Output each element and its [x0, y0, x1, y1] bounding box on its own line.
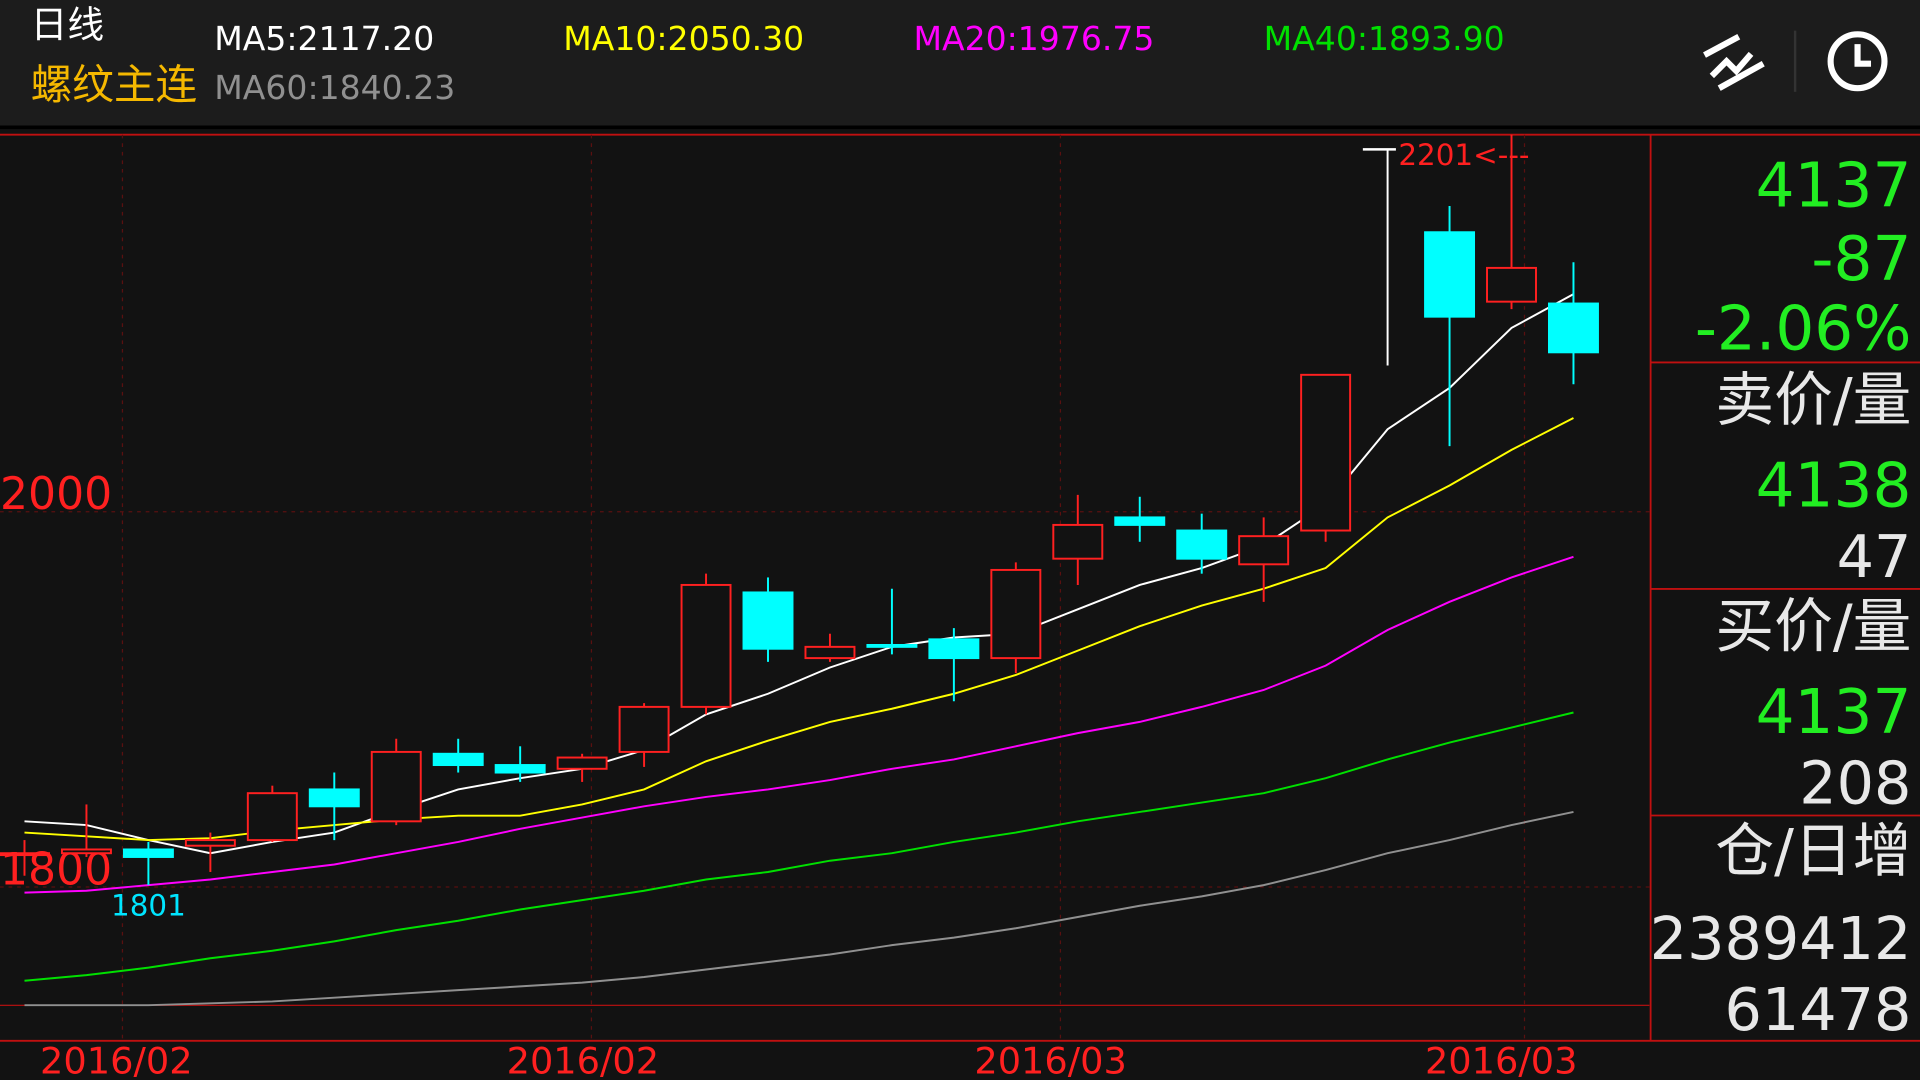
panel-change: -87	[1811, 224, 1911, 295]
icon-stroke	[1703, 34, 1741, 58]
panel-ask-price: 4138	[1756, 450, 1912, 521]
panel-bid-label: 买价/量	[1715, 592, 1911, 661]
candle-body	[370, 750, 422, 823]
panel-open-interest: 2389412	[1650, 904, 1912, 973]
candle-body	[866, 643, 918, 648]
ma-line	[24, 555, 1574, 894]
period-label[interactable]: 日线	[31, 3, 104, 46]
candle-body	[618, 705, 670, 753]
panel-price: 4137	[1756, 150, 1912, 221]
candle-body	[1238, 535, 1290, 566]
candle-body	[1486, 266, 1537, 303]
y-tick-label: 2000	[0, 469, 112, 520]
candle-body	[60, 848, 112, 855]
clock-face	[1827, 31, 1888, 92]
panel-bid-volume: 208	[1799, 748, 1911, 817]
candle-body	[928, 638, 980, 660]
panel-change-pct: -2.06%	[1695, 294, 1912, 365]
candle-body	[1114, 516, 1166, 526]
candle-body	[1052, 523, 1104, 560]
candle-body	[1300, 373, 1352, 532]
legend-entry: MA20:1976.75	[913, 19, 1154, 58]
legend-entry: MA60:1840.23	[214, 68, 455, 107]
instrument-name[interactable]: 螺纹主连	[31, 60, 198, 109]
panel-oi-label: 仓/日增	[1715, 816, 1911, 885]
icon-stroke	[1717, 60, 1765, 91]
candle-body	[556, 756, 608, 770]
x-tick-label: 2016/02	[507, 1039, 660, 1080]
clock-icon[interactable]	[1827, 31, 1888, 92]
candle-body	[1424, 231, 1476, 318]
legend-entry: MA5:2117.20	[214, 19, 434, 58]
chart-bg	[0, 126, 1920, 1080]
panel-bid-price: 4137	[1756, 677, 1912, 748]
indicator-icon[interactable]	[1703, 34, 1765, 91]
candle-body	[246, 792, 298, 842]
quote-panel: 4137-87-2.06%卖价/量413847买价/量4137208仓/日增23…	[1650, 150, 1912, 1044]
x-tick-label: 2016/03	[1425, 1039, 1578, 1080]
legend-entry: MA10:2050.30	[563, 19, 804, 58]
candle-body	[742, 591, 794, 650]
candle-body	[184, 839, 236, 847]
candle-body	[680, 583, 732, 708]
candle-body	[990, 568, 1042, 660]
x-tick-label: 2016/02	[40, 1039, 193, 1080]
clock-hands	[1854, 44, 1872, 67]
candle-body	[432, 752, 484, 767]
candle-body	[308, 788, 360, 808]
x-tick-label: 2016/03	[974, 1039, 1127, 1080]
candle-body	[1363, 365, 1412, 367]
icon-stroke	[1709, 51, 1754, 79]
ma-line	[24, 711, 1574, 982]
header-bg	[0, 0, 1920, 127]
candle-body	[494, 764, 546, 774]
low-annotation: 1801	[111, 889, 186, 923]
candle-body	[1548, 302, 1599, 354]
candle-body	[0, 852, 50, 857]
candle-body	[1176, 529, 1228, 560]
candle-body	[122, 848, 174, 858]
ma-line	[24, 810, 1574, 1007]
candle-body	[804, 645, 856, 660]
high-annotation: 2201<---	[1398, 138, 1529, 172]
panel-ask-label: 卖价/量	[1715, 365, 1911, 434]
legend-entry: MA40:1893.90	[1264, 19, 1505, 58]
panel-ask-volume: 47	[1837, 522, 1912, 591]
panel-oi-change: 61478	[1724, 975, 1911, 1044]
